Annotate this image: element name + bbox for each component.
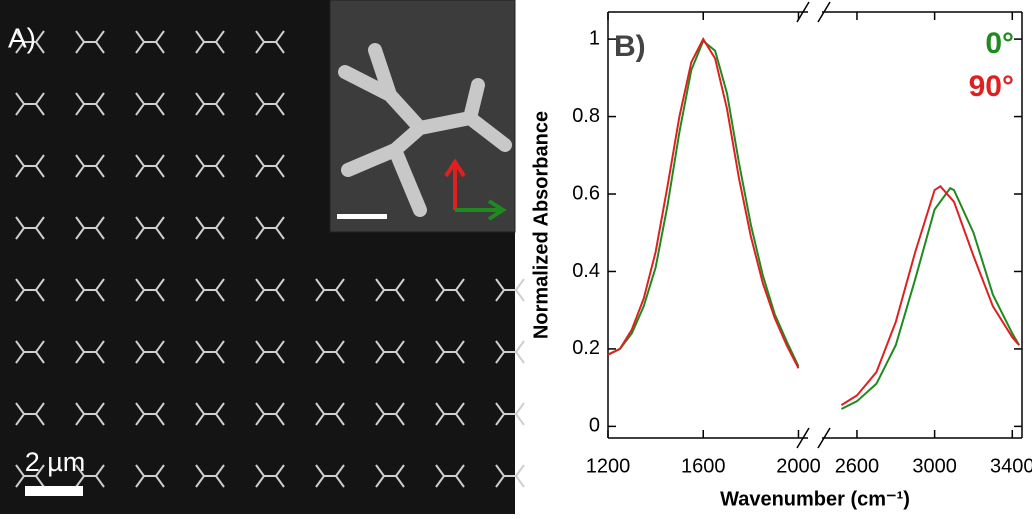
tripod — [315, 464, 345, 488]
tripod — [75, 278, 105, 302]
tripod — [195, 464, 225, 488]
y-tick-label: 0 — [589, 415, 600, 437]
axis-break — [796, 427, 810, 449]
tripod — [135, 464, 165, 488]
scale-bar — [25, 486, 83, 496]
tripod — [15, 402, 45, 426]
tripod — [135, 154, 165, 178]
tripod — [15, 154, 45, 178]
plot-area: 0 0.2 0.4 0.6 0.8 1 1200 1600 2000 2600 3000 3400 0°… — [572, 1, 1032, 477]
y-tick-label: 0.6 — [572, 182, 600, 204]
tripod — [435, 402, 465, 426]
tripod — [15, 340, 45, 364]
tripod — [255, 464, 285, 488]
tripod — [75, 92, 105, 116]
tripod — [195, 30, 225, 54]
tripod — [495, 340, 525, 364]
series-line — [607, 39, 1020, 410]
tripod — [495, 278, 525, 302]
tripod — [255, 154, 285, 178]
tripod — [75, 216, 105, 240]
tripod — [435, 464, 465, 488]
inset-structure — [338, 43, 512, 217]
axis-break — [817, 1, 831, 23]
tripod — [15, 92, 45, 116]
tripod — [15, 30, 45, 54]
tripod — [75, 340, 105, 364]
series-line — [607, 37, 1020, 406]
tripod — [15, 216, 45, 240]
tripod — [75, 402, 105, 426]
panel-label: A) — [8, 22, 36, 53]
tripod — [315, 340, 345, 364]
nanostructure-array — [15, 30, 525, 488]
tripod — [255, 30, 285, 54]
axis-break — [817, 427, 831, 449]
tripod — [495, 402, 525, 426]
x-tick-label: 2000 — [776, 455, 821, 477]
tripod — [255, 402, 285, 426]
tripod — [375, 278, 405, 302]
tripod — [255, 340, 285, 364]
tripod — [195, 216, 225, 240]
tripod — [435, 278, 465, 302]
x-tick-label: 3400 — [990, 455, 1032, 477]
tripod — [135, 30, 165, 54]
polarization-arrow-0 — [455, 199, 507, 221]
y-tick-label: 1 — [589, 27, 600, 49]
tripod — [195, 402, 225, 426]
legend-label: 90° — [969, 70, 1014, 103]
tripod — [495, 464, 525, 488]
polarization-arrow-90 — [444, 158, 466, 210]
y-tick-label: 0.4 — [572, 260, 600, 282]
x-axis-label: Wavenumber (cm⁻¹) — [720, 488, 910, 510]
tripod — [315, 278, 345, 302]
tripod — [135, 340, 165, 364]
tripod — [135, 278, 165, 302]
panel-label: B) — [614, 30, 646, 63]
tripod — [195, 92, 225, 116]
x-tick-label: 1200 — [586, 455, 631, 477]
tripod — [255, 92, 285, 116]
tripod — [195, 154, 225, 178]
inset-scale-bar — [337, 214, 387, 219]
tripod — [255, 216, 285, 240]
tripod — [135, 216, 165, 240]
tripod — [75, 154, 105, 178]
tripod — [15, 464, 45, 488]
sem-inset — [329, 0, 516, 233]
scale-bar-label: 2 µm — [25, 447, 86, 477]
y-axis-label: Normalized Absorbance — [530, 111, 552, 339]
tripod — [255, 278, 285, 302]
x-tick-label: 2600 — [835, 455, 880, 477]
tripod — [135, 402, 165, 426]
tripod — [135, 92, 165, 116]
tripod — [15, 278, 45, 302]
tripod — [375, 340, 405, 364]
tripod — [375, 402, 405, 426]
tripod — [315, 402, 345, 426]
tripod — [435, 340, 465, 364]
tripod — [195, 340, 225, 364]
tripod — [375, 464, 405, 488]
y-tick-label: 0.2 — [572, 337, 600, 359]
legend-label: 0° — [985, 27, 1014, 60]
tripod — [75, 464, 105, 488]
tripod — [75, 30, 105, 54]
x-tick-label: 3000 — [912, 455, 957, 477]
y-tick-label: 0.8 — [572, 105, 600, 127]
x-tick-label: 1600 — [681, 455, 726, 477]
tripod — [195, 278, 225, 302]
